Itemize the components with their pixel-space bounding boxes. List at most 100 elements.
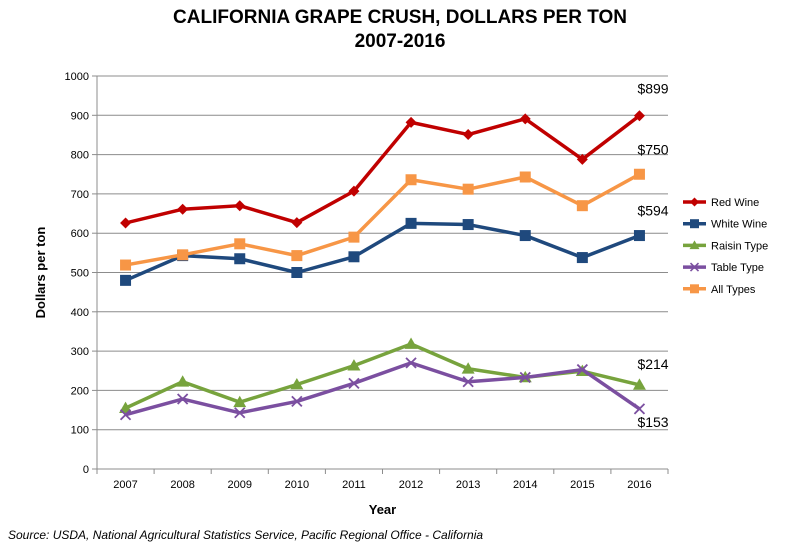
source-note: Source: USDA, National Agricultural Stat… xyxy=(8,528,484,542)
data-point xyxy=(234,238,246,250)
x-tick-label: 2014 xyxy=(513,479,537,491)
legend-marker xyxy=(690,284,699,294)
data-point xyxy=(633,403,646,415)
data-point xyxy=(120,259,132,271)
y-tick-label: 800 xyxy=(71,150,89,162)
legend-entry: Raisin Type xyxy=(683,240,768,252)
legend-marker xyxy=(690,197,699,207)
data-point xyxy=(462,183,474,195)
chart-title-main: CALIFORNIA GRAPE CRUSH, DOLLARS PER TON xyxy=(173,7,627,28)
legend-marker xyxy=(690,219,699,229)
y-axis-title: Dollars per ton xyxy=(33,227,48,319)
legend: Red Wine White Wine Raisin Type Table Type A… xyxy=(683,197,768,296)
data-point xyxy=(405,357,417,369)
legend-label: All Types xyxy=(711,284,756,296)
x-tick-label: 2007 xyxy=(113,479,137,491)
y-tick-label: 300 xyxy=(71,346,89,358)
legend-entry: White Wine xyxy=(683,219,767,231)
x-marker-stroke xyxy=(405,357,417,369)
data-point xyxy=(461,362,475,374)
data-point xyxy=(576,200,588,212)
chart-title: CALIFORNIA GRAPE CRUSH, DOLLARS PER TON … xyxy=(0,6,800,54)
y-tick-label: 700 xyxy=(71,189,89,201)
end-value-label: $750 xyxy=(637,141,668,157)
data-point xyxy=(404,337,418,349)
y-tick-label: 600 xyxy=(71,228,89,240)
legend-label: Table Type xyxy=(711,262,764,274)
data-point xyxy=(348,251,360,263)
data-point xyxy=(405,217,417,229)
end-value-label: $899 xyxy=(637,81,668,97)
data-point xyxy=(176,375,190,387)
x-axis-title: Year xyxy=(369,502,396,517)
y-tick-label: 0 xyxy=(83,464,89,476)
data-point xyxy=(632,378,646,390)
data-point xyxy=(576,153,588,165)
y-tick-label: 400 xyxy=(71,307,89,319)
data-point xyxy=(348,231,360,243)
data-point xyxy=(462,376,474,388)
series-table-type xyxy=(119,357,646,421)
series-line xyxy=(124,221,641,282)
data-point xyxy=(462,129,474,141)
legend-label: Raisin Type xyxy=(711,240,768,252)
data-point xyxy=(234,200,246,212)
data-point xyxy=(291,267,303,278)
data-point xyxy=(519,230,531,242)
data-point xyxy=(120,274,132,286)
data-point xyxy=(633,110,645,122)
data-point xyxy=(576,252,588,264)
data-point xyxy=(519,113,531,125)
y-tick-label: 100 xyxy=(71,425,89,437)
y-tick-label: 900 xyxy=(71,110,89,122)
data-point xyxy=(405,174,417,186)
x-tick-label: 2008 xyxy=(170,479,194,491)
data-point xyxy=(177,249,189,261)
data-point xyxy=(519,171,531,183)
legend-marker xyxy=(689,262,700,272)
x-marker-stroke xyxy=(576,363,588,376)
x-tick-label: 2010 xyxy=(285,479,309,491)
x-tick-label: 2013 xyxy=(456,479,480,491)
legend-entry: Red Wine xyxy=(683,197,759,209)
legend-marker xyxy=(689,240,700,250)
data-point xyxy=(633,168,645,180)
x-marker-stroke xyxy=(462,376,474,388)
y-tick-label: 500 xyxy=(71,268,89,280)
data-point xyxy=(576,363,588,376)
legend-label: Red Wine xyxy=(711,197,759,209)
series-all-types xyxy=(120,168,645,271)
data-point xyxy=(290,378,304,390)
x-tick-label: 2011 xyxy=(342,479,366,491)
x-marker-stroke xyxy=(348,377,360,389)
legend-label: White Wine xyxy=(711,219,767,231)
data-point xyxy=(291,395,303,408)
y-tick-label: 1000 xyxy=(65,71,89,83)
axes: 0 100 200 300 400 500 600 700 800 900 1000 2007 2008… xyxy=(33,71,669,517)
data-point xyxy=(291,217,303,229)
data-point xyxy=(234,407,246,419)
value-labels: $899 $594 $214 $153 $750 xyxy=(637,81,668,430)
data-point xyxy=(119,401,133,413)
x-marker-stroke xyxy=(633,403,646,415)
data-point xyxy=(347,359,361,371)
series-line xyxy=(125,114,641,225)
data-point xyxy=(405,116,417,128)
data-point xyxy=(233,395,247,408)
end-value-label: $153 xyxy=(637,414,668,430)
x-marker-stroke xyxy=(234,407,246,419)
x-marker-stroke xyxy=(519,371,531,384)
data-point xyxy=(519,371,531,384)
chart-subtitle: 2007-2016 xyxy=(354,31,446,52)
data-point xyxy=(177,393,189,405)
series-line xyxy=(125,172,641,267)
x-tick-label: 2016 xyxy=(627,479,651,491)
end-value-label: $594 xyxy=(637,203,668,219)
data-point xyxy=(177,203,189,215)
series-red-wine xyxy=(120,110,645,229)
end-value-label: $214 xyxy=(637,356,668,372)
x-tick-label: 2009 xyxy=(228,479,252,491)
data-point xyxy=(234,253,246,265)
data-point xyxy=(119,409,132,421)
